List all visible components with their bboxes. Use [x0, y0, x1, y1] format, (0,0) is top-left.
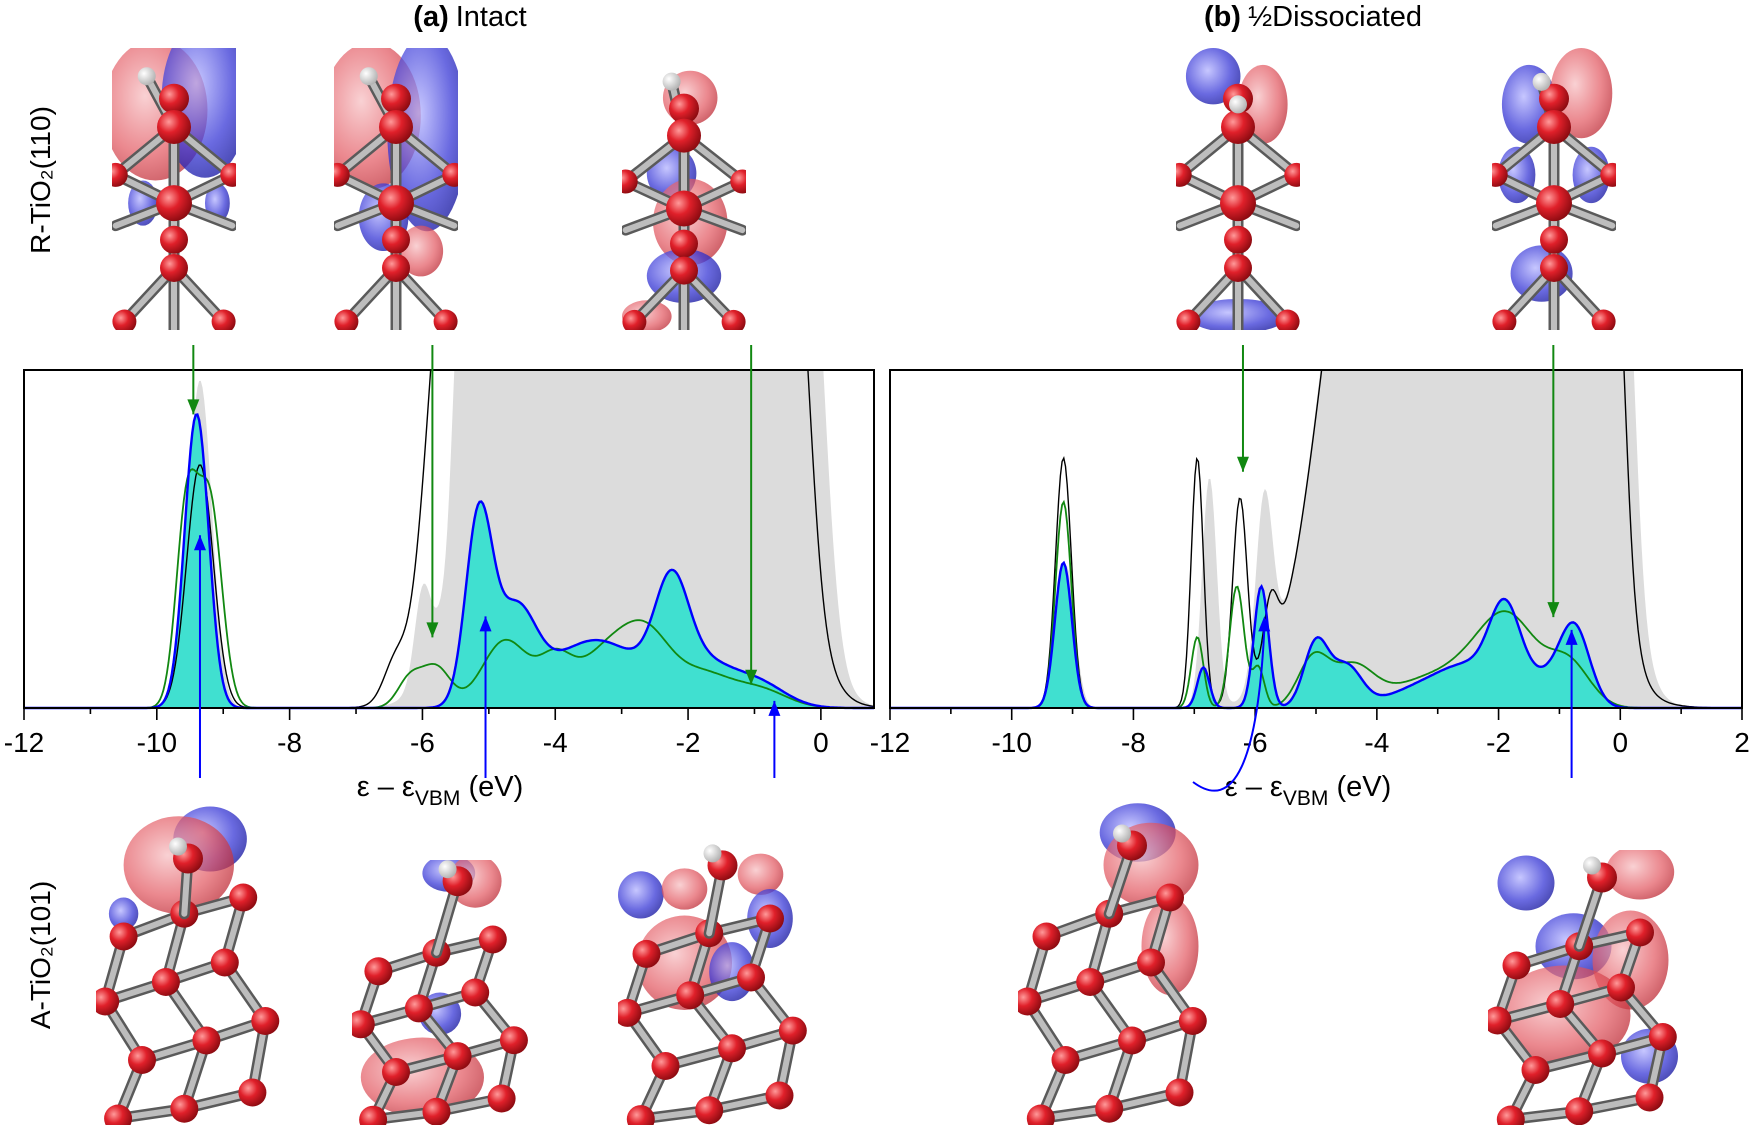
green-arrow-a-1	[426, 345, 439, 638]
green-arrow-a-0	[187, 345, 200, 415]
row-label-rutile: R-TiO₂(110)	[25, 106, 56, 254]
anatase-structure-image	[618, 844, 807, 1125]
x-axis-label-a: ε – εVBM (eV)	[357, 771, 523, 810]
dos-cyan-area-b	[890, 562, 1742, 708]
x-tick-label-a: -10	[137, 727, 177, 758]
dos-blue-line-a	[24, 413, 874, 710]
x-tick-label-b: -12	[870, 727, 910, 758]
x-tick-label-a: -8	[277, 727, 302, 758]
rutile-structure-image	[1492, 48, 1616, 330]
x-tick-label-a: 0	[813, 727, 829, 758]
x-tick-label-a: -12	[4, 727, 44, 758]
dos-green-line-a	[24, 468, 874, 709]
row-label-anatase: A-TiO₂(101)	[25, 881, 56, 1029]
structure-images	[96, 48, 1678, 1125]
blue-arrow-a-0	[193, 535, 206, 778]
dos-chart-a: -12 -10 -8 -6 -4 -2 0 ε – εVBM (eV)	[4, 345, 875, 810]
blue-arrow-a-1	[479, 616, 492, 778]
dos-gray-area-b	[890, 370, 1742, 708]
x-tick-label-a: -2	[676, 727, 701, 758]
x-tick-label-b: -2	[1486, 727, 1511, 758]
green-arrow-b-0	[1236, 345, 1249, 472]
rutile-structure-image	[1176, 48, 1300, 330]
x-axis-label-b: ε – εVBM (eV)	[1225, 771, 1391, 810]
x-tick-label-a: -4	[543, 727, 568, 758]
dos-cyan-area-a	[24, 414, 874, 708]
blue-arrow-b-1	[1565, 629, 1578, 778]
dos-chart-b: -12 -10 -8 -6 -4 -2 0 2ε – εVBM (eV)	[870, 345, 1750, 810]
green-arrow-b-1	[1547, 345, 1560, 618]
rutile-structure-image	[334, 48, 458, 330]
blue-arrow-b-0	[1192, 616, 1271, 792]
x-tick-label-a: -6	[410, 727, 435, 758]
anatase-structure-image	[96, 806, 280, 1125]
x-tick-label-b: -10	[991, 727, 1031, 758]
rutile-structure-image	[622, 70, 746, 330]
anatase-structure-image	[352, 860, 528, 1125]
x-tick-label-b: -8	[1121, 727, 1146, 758]
panel-b-title: (b) ½Dissociated	[1204, 1, 1422, 33]
panel-a-title: (a) Intact	[413, 1, 526, 33]
x-tick-label-b: 2	[1734, 727, 1750, 758]
blue-arrow-a-2	[768, 700, 781, 778]
anatase-structure-image	[1018, 803, 1207, 1125]
plot-frame-a	[23, 369, 875, 709]
rutile-structure-image	[112, 48, 236, 330]
x-tick-label-b: -4	[1364, 727, 1389, 758]
anatase-structure-image	[1488, 850, 1678, 1125]
green-arrow-a-2	[745, 345, 758, 685]
x-tick-label-b: 0	[1612, 727, 1628, 758]
